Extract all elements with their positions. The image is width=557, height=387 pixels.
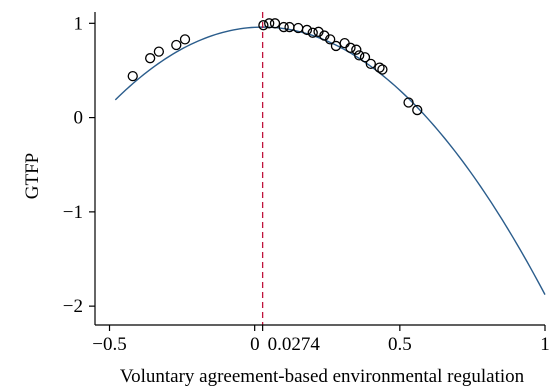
y-axis-title: GTFP (22, 153, 43, 199)
fitted-curve-layer (114, 26, 546, 295)
y-tick-label: −2 (63, 296, 83, 317)
data-point (354, 50, 365, 61)
x-tick-label: 0.0274 (268, 334, 321, 355)
data-point (345, 42, 356, 53)
data-point (412, 104, 423, 116)
data-point (374, 62, 385, 73)
y-tick-label: 1 (74, 13, 84, 34)
data-point (359, 52, 371, 63)
data-point (264, 18, 275, 29)
y-tick-label: −1 (63, 202, 83, 223)
x-axis-title: Voluntary agreement-based environmental … (120, 366, 525, 387)
data-point (269, 18, 281, 29)
data-point (145, 53, 156, 64)
data-point (171, 39, 182, 51)
x-tick-label: 0 (250, 334, 260, 355)
data-point (278, 21, 289, 33)
data-point (325, 34, 336, 45)
y-tick-label: 0 (74, 108, 84, 129)
data-point (179, 34, 191, 45)
data-points-layer (127, 18, 423, 116)
data-point (284, 21, 295, 33)
data-point (127, 70, 138, 82)
data-point (153, 46, 165, 57)
data-point (403, 97, 414, 108)
axes-layer: −0.5 0 0.0274 0.5 1 1 0 −1 −2 (63, 12, 550, 355)
fitted-curve (114, 26, 546, 295)
x-tick-label: 1 (540, 334, 550, 355)
data-point (339, 37, 350, 49)
x-tick-label: 0.5 (388, 334, 412, 355)
data-point (301, 24, 313, 36)
data-point (365, 58, 376, 70)
data-point (307, 27, 318, 38)
x-tick-label: −0.5 (92, 334, 126, 355)
data-point (351, 44, 362, 55)
data-point (258, 20, 269, 31)
data-point (377, 64, 388, 75)
